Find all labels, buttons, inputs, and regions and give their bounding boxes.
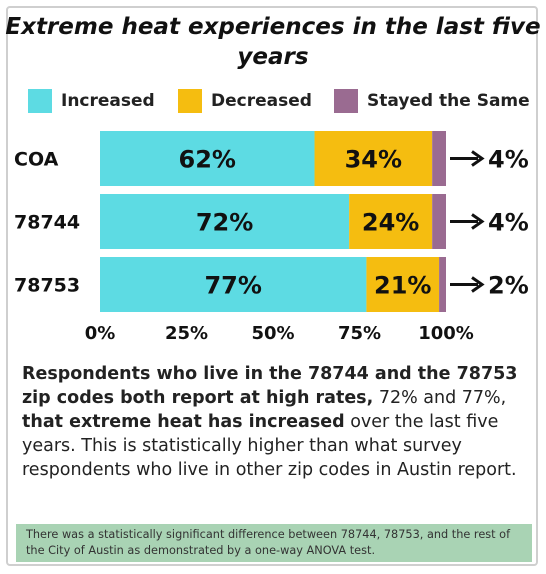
legend-label-stayed-the-same: Stayed the Same xyxy=(367,91,530,111)
legend-swatch-increased xyxy=(28,89,52,113)
summary-bold-2: that extreme heat has increased xyxy=(22,412,345,432)
data-label: 62% xyxy=(179,146,236,174)
x-tick-label: 75% xyxy=(338,323,381,344)
bar-segment xyxy=(366,257,440,312)
x-tick-label: 50% xyxy=(251,323,294,344)
bar-segment xyxy=(349,194,433,249)
x-tick-label: 25% xyxy=(165,323,208,344)
data-label: 77% xyxy=(204,272,261,300)
bar-segment xyxy=(100,131,315,186)
bar-segment xyxy=(314,131,433,186)
summary-normal-1: 72% and 77%, xyxy=(373,388,507,408)
legend-swatch-stayed-the-same xyxy=(334,89,358,113)
data-label: 21% xyxy=(374,272,431,300)
data-label: 4% xyxy=(488,146,529,174)
x-tick-label: 100% xyxy=(418,323,474,344)
bar-segment xyxy=(432,194,446,249)
summary-bold-1: Respondents who live in the 78744 and th… xyxy=(22,364,518,408)
category-label: 78744 xyxy=(14,212,80,234)
category-label: COA xyxy=(14,149,59,171)
legend-label-increased: Increased xyxy=(61,91,155,111)
bar-segment xyxy=(432,131,446,186)
chart-legend: Increased Decreased Stayed the Same xyxy=(28,88,530,114)
legend-label-decreased: Decreased xyxy=(211,91,312,111)
chart-title: Extreme heat experiences in the last fiv… xyxy=(5,14,541,70)
legend-swatch-decreased xyxy=(178,89,202,113)
bar-segment xyxy=(439,257,446,312)
arrow-head xyxy=(471,213,485,230)
bar-segment xyxy=(100,257,367,312)
summary-normal-2: over the last five years. This is statis… xyxy=(22,412,517,480)
stacked-bar-chart: COA 62% 34% 4% 78744 72% 24% 4% 78753 77% 21% 2% 0% 2… xyxy=(14,131,529,344)
arrow-head xyxy=(471,150,485,167)
bar-segment xyxy=(100,194,350,249)
arrow-head xyxy=(471,276,485,293)
x-tick-label: 0% xyxy=(85,323,116,344)
footnote: There was a statistically significant di… xyxy=(16,524,532,562)
summary-text: Respondents who live in the 78744 and th… xyxy=(22,362,528,482)
data-label: 2% xyxy=(488,272,529,300)
category-label: 78753 xyxy=(14,275,80,297)
data-label: 24% xyxy=(362,209,419,237)
data-label: 34% xyxy=(345,146,402,174)
data-label: 72% xyxy=(196,209,253,237)
data-label: 4% xyxy=(488,209,529,237)
